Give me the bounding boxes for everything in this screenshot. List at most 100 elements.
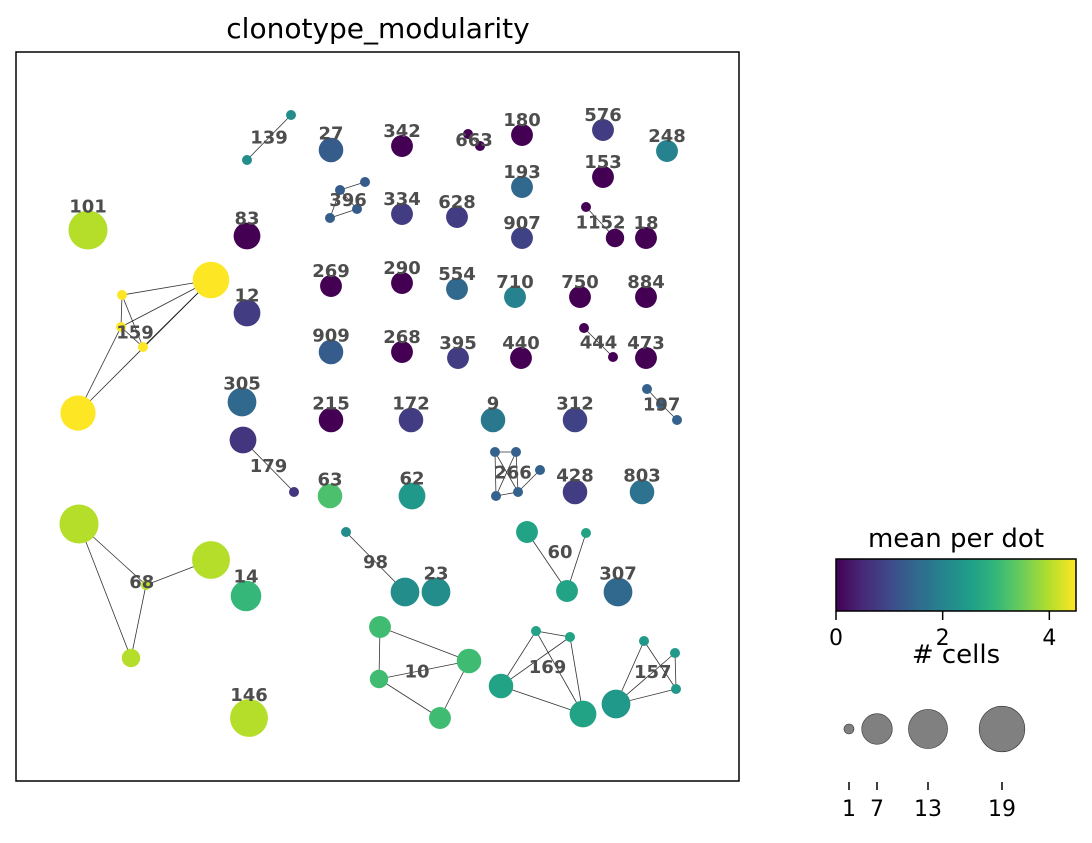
node-18 (635, 227, 657, 249)
edge-10 (379, 626, 470, 662)
node-98 (341, 527, 351, 537)
edge-169 (535, 630, 571, 638)
node-663 (463, 129, 473, 139)
node-334 (391, 203, 413, 225)
clonotype-label-268: 268 (383, 327, 421, 348)
node-628 (446, 206, 468, 228)
node-663 (475, 141, 485, 151)
node-193 (511, 176, 533, 198)
node-342 (391, 135, 413, 157)
clonotype-label-444: 444 (580, 333, 618, 354)
node-63 (317, 483, 343, 509)
clonotype-label-307: 307 (599, 564, 637, 585)
clonotype-label-305: 305 (223, 374, 261, 395)
node-10 (369, 616, 391, 638)
node-710 (504, 286, 526, 308)
node-60 (516, 521, 538, 543)
clonotype-label-215: 215 (312, 394, 350, 415)
clonotype-label-18: 18 (633, 213, 658, 234)
clonotype-label-395: 395 (439, 333, 477, 354)
node-266 (490, 447, 500, 457)
node-159 (138, 342, 148, 352)
plot-frame (15, 51, 740, 782)
node-215 (318, 407, 344, 433)
clonotype-label-554: 554 (438, 264, 476, 285)
colorbar (835, 558, 1077, 612)
clonotype-label-473: 473 (627, 333, 665, 354)
node-68 (192, 541, 230, 579)
node-159 (192, 261, 230, 299)
node-60 (556, 580, 578, 602)
edge-169 (500, 685, 584, 715)
clonotype-label-750: 750 (561, 272, 599, 293)
node-159 (116, 322, 126, 332)
node-290 (391, 272, 413, 294)
node-153 (592, 166, 614, 188)
clonotype-label-803: 803 (623, 466, 661, 487)
clonotype-label-169: 169 (529, 657, 567, 678)
clonotype-label-197: 197 (643, 394, 681, 415)
edge-139 (246, 114, 292, 161)
edge-159 (120, 294, 123, 328)
node-909 (318, 339, 344, 365)
node-139 (242, 155, 252, 165)
node-157 (671, 684, 681, 694)
edge-10 (378, 678, 441, 719)
edge-10 (378, 660, 470, 680)
clonotype-label-193: 193 (503, 162, 541, 183)
node-180 (511, 124, 533, 146)
clonotype-label-180: 180 (503, 110, 541, 131)
edge-266 (515, 451, 519, 493)
colorbar-tick-label: 0 (829, 626, 843, 651)
node-266 (513, 487, 523, 497)
node-884 (635, 286, 657, 308)
clonotype-label-101: 101 (69, 196, 107, 217)
size-legend-dot (978, 705, 1026, 753)
clonotype-label-248: 248 (648, 126, 686, 147)
node-62 (398, 482, 426, 510)
node-266 (511, 447, 521, 457)
colorbar-title: mean per dot (868, 524, 1044, 554)
clonotype-label-628: 628 (438, 192, 476, 213)
node-68 (59, 504, 99, 544)
clonotype-label-172: 172 (392, 394, 430, 415)
node-10 (456, 648, 482, 674)
edge-266 (517, 469, 541, 493)
node-440 (510, 347, 532, 369)
colorbar-tick-label: 2 (936, 626, 950, 651)
clonotype-label-27: 27 (318, 124, 343, 145)
node-750 (569, 286, 591, 308)
edge-444 (583, 327, 614, 358)
node-197 (642, 384, 652, 394)
edge-157 (674, 652, 677, 690)
node-1152 (581, 202, 591, 212)
node-9 (480, 407, 506, 433)
clonotype-label-428: 428 (556, 466, 594, 487)
node-169 (565, 632, 575, 642)
node-396 (360, 177, 370, 187)
edge-159 (121, 294, 144, 348)
node-159 (117, 290, 127, 300)
edge-266 (494, 451, 497, 497)
node-266 (535, 465, 545, 475)
clonotype-label-60: 60 (547, 542, 572, 563)
node-576 (592, 119, 614, 141)
node-179 (289, 487, 299, 497)
node-444 (608, 352, 618, 362)
edge-68 (130, 584, 147, 659)
node-268 (391, 341, 413, 363)
clonotype-label-663: 663 (455, 130, 493, 151)
clonotype-label-159: 159 (116, 322, 154, 343)
node-159 (60, 395, 96, 431)
clonotype-label-139: 139 (250, 128, 288, 149)
node-172 (398, 407, 424, 433)
node-248 (656, 140, 678, 162)
clonotype-label-98: 98 (363, 552, 388, 573)
node-146 (230, 699, 268, 737)
chart-title: clonotype_modularity (226, 12, 529, 45)
node-428 (562, 479, 588, 505)
edge-266 (495, 451, 517, 497)
node-157 (639, 636, 649, 646)
clonotype-label-342: 342 (383, 121, 421, 142)
node-179 (229, 426, 257, 454)
